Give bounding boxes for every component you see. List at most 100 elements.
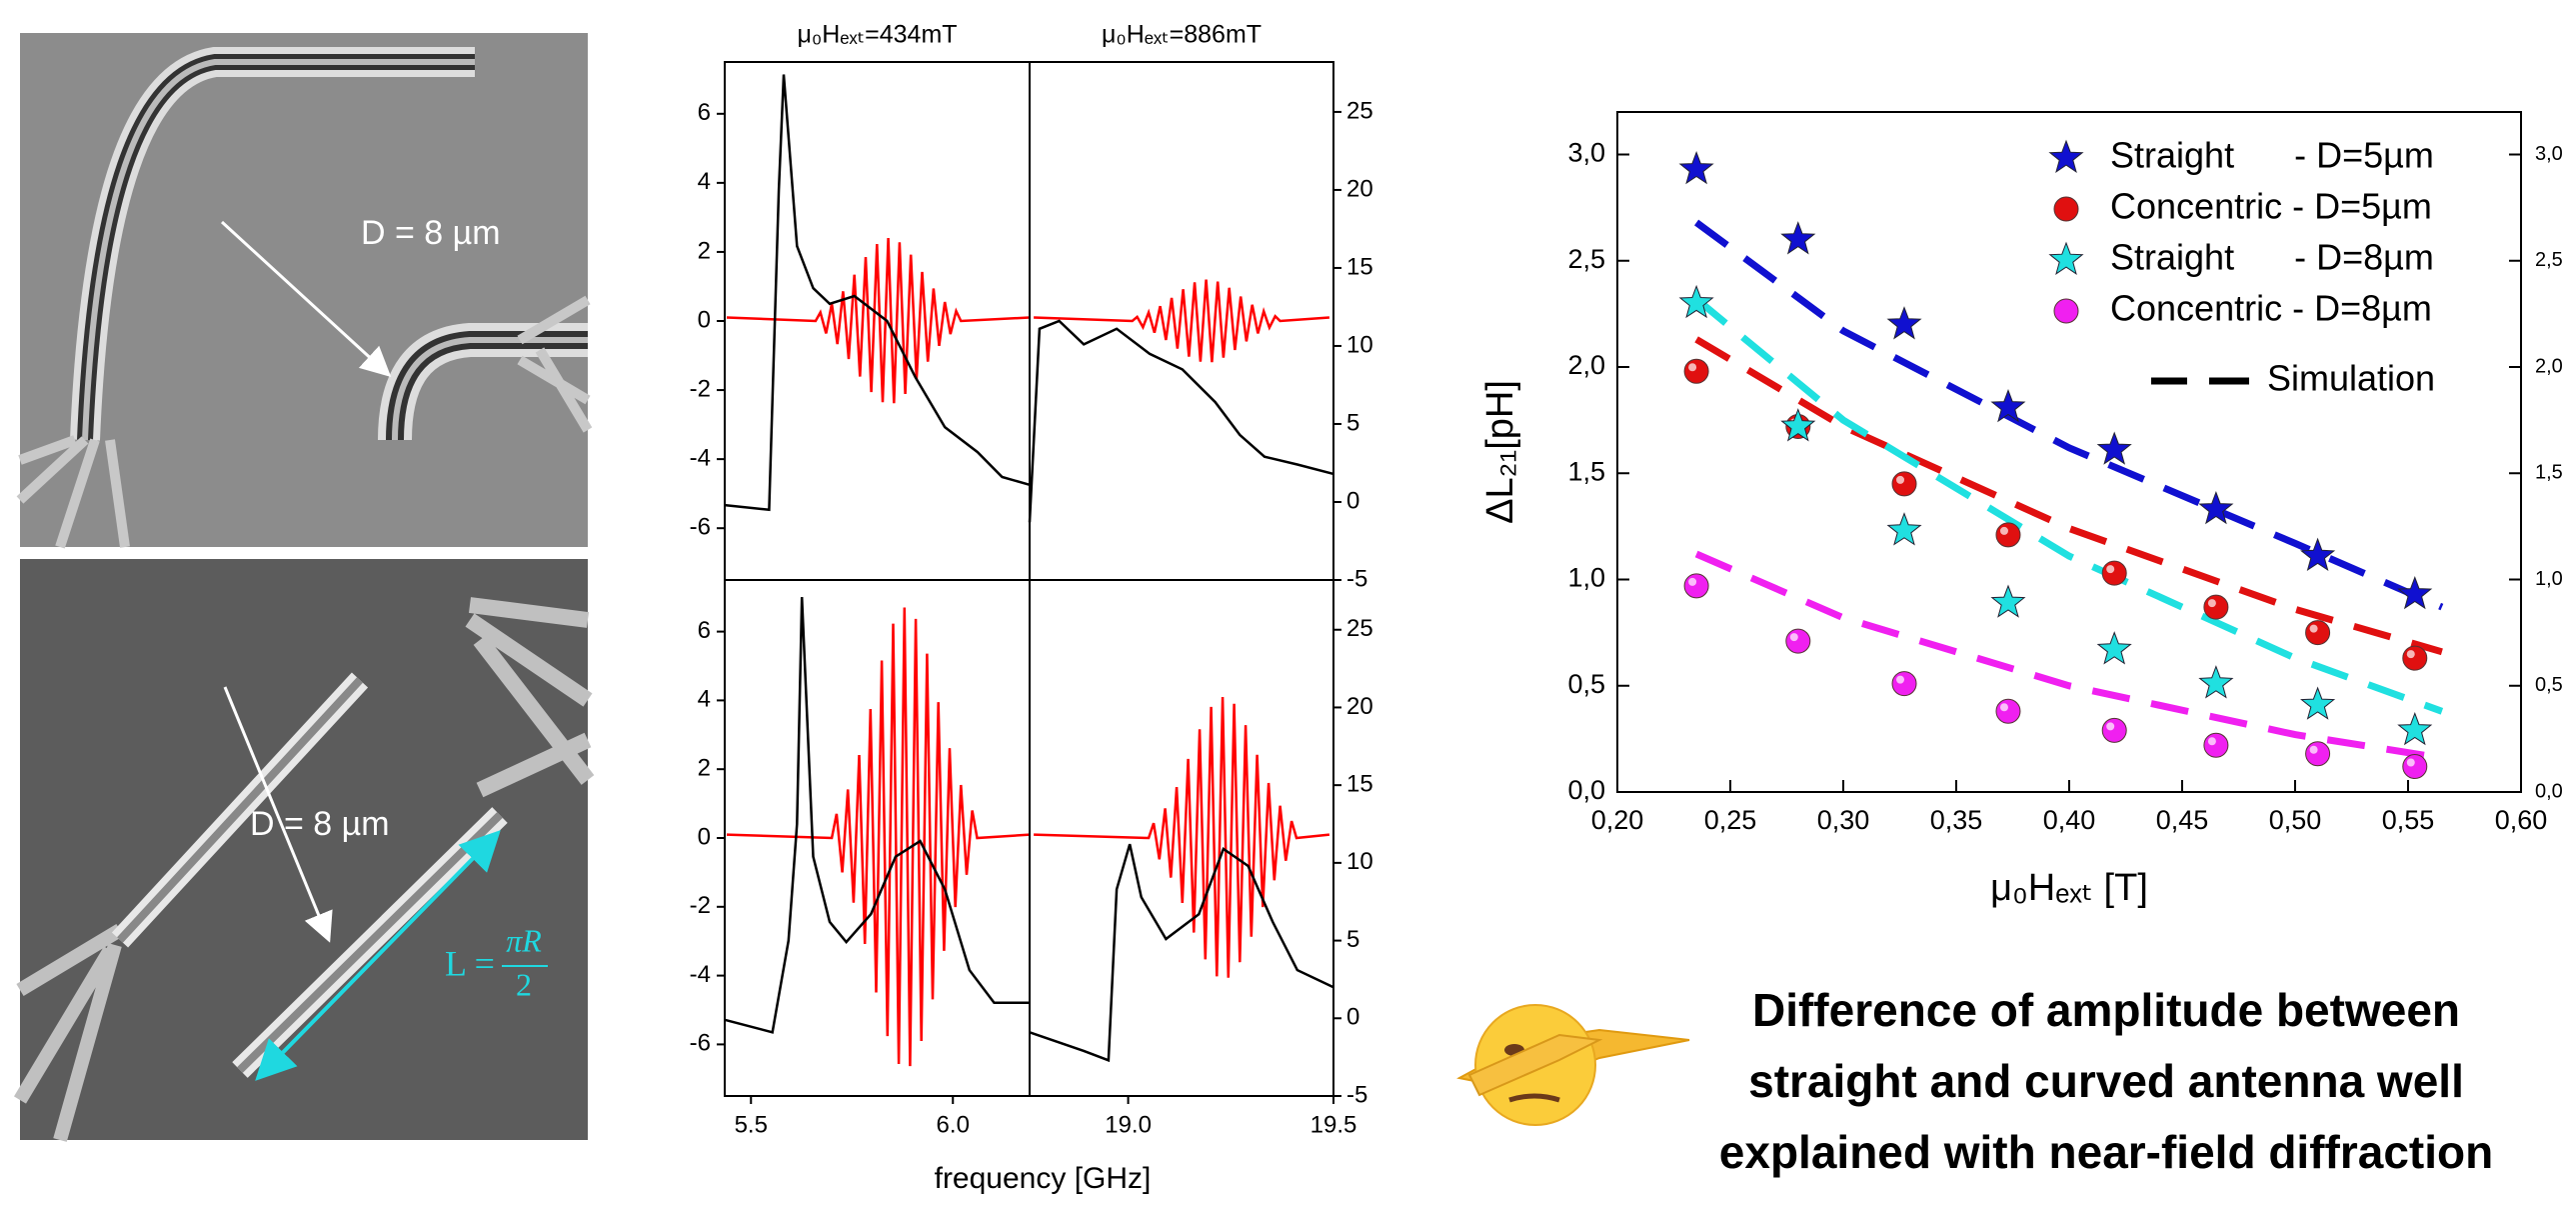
emoji <box>1456 1004 1690 1126</box>
highlight <box>1688 363 1697 372</box>
y-tick-label: -2 <box>690 892 711 919</box>
signal-line <box>1028 319 1334 523</box>
star-marker <box>2397 711 2433 746</box>
caption-line: straight and curved antenna well <box>1748 1055 2464 1107</box>
y-tick-label: -6 <box>690 514 711 541</box>
y2-tick-label: 10 <box>1346 331 1373 358</box>
highlight <box>2106 565 2115 574</box>
circle-marker <box>2203 594 2229 620</box>
y2-tick-label: 25 <box>1346 97 1373 124</box>
legend-label: Straight - D=8µm <box>2110 237 2434 278</box>
legend-label: Concentric - D=8µm <box>2110 288 2432 329</box>
circle-marker <box>2203 732 2229 758</box>
x-tick-label: 0,60 <box>2495 805 2548 835</box>
length-lhs: L = <box>445 943 495 983</box>
y-tick-label: 2,5 <box>1567 244 1605 274</box>
highlight <box>1896 475 1905 484</box>
y-tick-label: -4 <box>690 961 711 988</box>
circle-marker <box>1995 522 2021 548</box>
circle-marker <box>2101 560 2127 586</box>
legend-label: Straight - D=5µm <box>2110 135 2434 176</box>
panel-title: μ₀Hₑₓₜ=886mT <box>1102 21 1262 49</box>
highlight <box>2207 599 2216 608</box>
highlight <box>1896 675 1905 684</box>
y2-tick-label: 5 <box>1346 409 1359 436</box>
circle-marker <box>2402 754 2428 779</box>
circle-marker <box>2053 196 2079 222</box>
star-marker <box>1678 284 1714 319</box>
sem-image-curved: D = 8 µm <box>16 33 593 549</box>
signal-line <box>726 607 1031 1067</box>
star-marker <box>1990 584 2026 618</box>
signal-line <box>1029 843 1334 1063</box>
circle-marker <box>2305 741 2331 767</box>
star-marker <box>2096 431 2132 465</box>
length-den: 2 <box>516 966 532 1002</box>
y2-tick-label: -5 <box>1346 565 1367 592</box>
signal-line <box>726 238 1031 404</box>
circle-marker <box>2101 717 2127 743</box>
y2-tick-label: 10 <box>1346 848 1373 875</box>
signal-line <box>724 597 1030 1034</box>
star-marker <box>2300 686 2336 720</box>
x-tick-label: 0,50 <box>2269 805 2322 835</box>
highlight <box>2106 722 2115 731</box>
x-tick-label: 0,25 <box>1704 805 1757 835</box>
y2-tick-label: 5 <box>1346 926 1359 953</box>
x-tick-label: 5.5 <box>735 1111 768 1138</box>
y-tick-label: 0,5 <box>1567 669 1605 699</box>
y-tick-label: -2 <box>690 375 711 402</box>
star-marker <box>2198 490 2234 525</box>
y-tick-label: 4 <box>698 686 711 713</box>
y-tick-label: 0 <box>698 823 711 850</box>
signal-line <box>1034 696 1330 978</box>
star-marker <box>2198 665 2234 699</box>
y2-tick-label: 20 <box>1346 693 1373 720</box>
y2-tick-label: 15 <box>1346 771 1373 798</box>
x-tick-label: 0,45 <box>2156 805 2209 835</box>
sem-label: D = 8 µm <box>250 805 390 843</box>
length-num: πR <box>506 922 542 958</box>
caption-line: explained with near-field diffraction <box>1719 1126 2493 1178</box>
y2-tick-label: 20 <box>1346 175 1373 202</box>
star-marker <box>2048 139 2084 173</box>
highlight <box>2309 624 2318 633</box>
star-marker <box>2048 241 2084 275</box>
legend-label: Simulation <box>2267 358 2435 399</box>
x-tick-label: 0,30 <box>1817 805 1870 835</box>
star-marker <box>1780 221 1816 255</box>
legend-label: Concentric - D=5µm <box>2110 186 2432 227</box>
y-tick-label: 3,0 <box>1567 138 1605 168</box>
highlight <box>2309 745 2318 754</box>
circle-marker <box>1891 671 1917 697</box>
circle-marker <box>1995 698 2021 724</box>
y-tick-label: 2 <box>698 755 711 782</box>
y2-tick-label: 2,0 <box>2535 355 2563 377</box>
x-axis-label: frequency [GHz] <box>935 1162 1152 1195</box>
star-marker <box>1780 408 1816 442</box>
y-tick-label: 1,0 <box>1567 563 1605 593</box>
star-marker <box>1678 150 1714 185</box>
highlight <box>1688 577 1697 586</box>
x-tick-label: 0,35 <box>1930 805 1983 835</box>
y-tick-label: 6 <box>698 617 711 644</box>
caption-line: Difference of amplitude between <box>1752 984 2460 1036</box>
y-tick-label: -4 <box>690 444 711 471</box>
y2-tick-label: 0 <box>1346 487 1359 514</box>
y2-tick-label: 0,5 <box>2535 674 2563 696</box>
y2-tick-label: -5 <box>1346 1081 1367 1108</box>
highlight <box>1789 633 1798 642</box>
simulation-line <box>1694 219 2444 611</box>
highlight <box>2207 737 2216 746</box>
y-axis-label: ΔL₂₁[pH] <box>1479 380 1521 524</box>
x-axis-label: μ₀Hₑₓₜ [T] <box>1990 867 2148 909</box>
y-tick-label: 2,0 <box>1567 350 1605 380</box>
highlight <box>1999 703 2008 712</box>
y-tick-label: 1,5 <box>1567 456 1605 486</box>
star-marker <box>2397 575 2433 610</box>
circle-marker <box>1683 358 1709 384</box>
x-tick-label: 0,20 <box>1591 805 1644 835</box>
x-tick-label: 0,55 <box>2382 805 2435 835</box>
y2-tick-label: 2,5 <box>2535 249 2563 271</box>
